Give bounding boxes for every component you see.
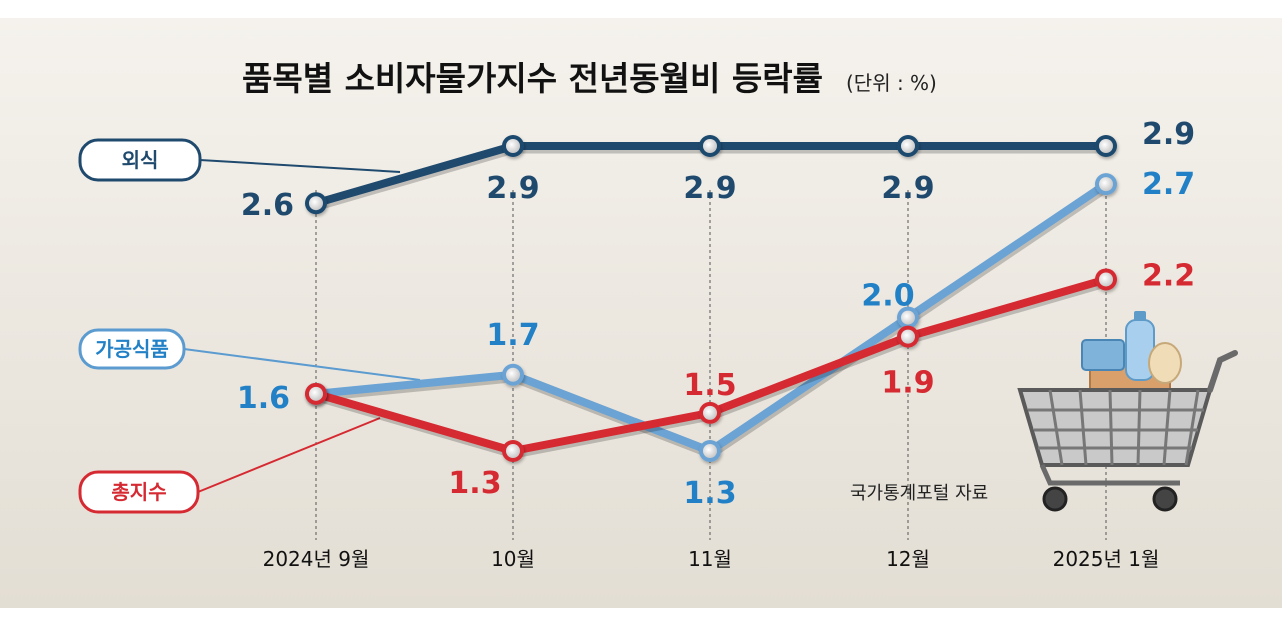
data-label-2-1: 1.3 xyxy=(448,466,501,501)
data-label-1-4: 2.7 xyxy=(1142,167,1195,202)
data-point-2-1 xyxy=(502,440,524,462)
data-label-0-4: 2.9 xyxy=(1142,117,1195,152)
legend-label-1: 가공식품 xyxy=(95,337,169,361)
source-note: 국가통계포털 자료 xyxy=(850,483,988,504)
data-label-1-3: 2.0 xyxy=(861,279,914,314)
data-label-group: 2.6 2.9 2.9 2.9 2.9 1.6 1.7 1.3 2.0 2.7 1.3 1.5 1.9 2… xyxy=(237,117,1195,511)
x-tick-label-2: 11월 xyxy=(688,547,732,571)
legend-box-1 xyxy=(78,328,186,370)
chart-background xyxy=(0,18,1282,608)
data-point-2-0 xyxy=(305,382,327,405)
x-axis-ticks: 2024년 9월 10월 11월 12월 2025년 1월 xyxy=(263,547,1160,571)
legend-box-0 xyxy=(78,138,202,182)
data-point-2-2 xyxy=(699,401,721,424)
data-label-1-1: 1.7 xyxy=(486,318,539,353)
data-label-2-3: 1.9 xyxy=(881,366,934,401)
data-label-2-2: 1.5 xyxy=(683,368,736,403)
data-point-0-1 xyxy=(502,135,524,157)
data-label-1-0: 1.6 xyxy=(237,381,290,416)
chart-unit: (단위 : %) xyxy=(846,71,937,95)
x-tick-label-1: 10월 xyxy=(491,547,535,571)
data-point-1-4 xyxy=(1095,173,1117,196)
data-point-0-3 xyxy=(897,135,919,157)
data-point-0-4 xyxy=(1095,135,1117,157)
data-point-1-3 xyxy=(897,306,919,329)
x-tick-label-0: 2024년 9월 xyxy=(263,547,370,571)
legend-box-2 xyxy=(78,470,200,514)
legend-leader-1 xyxy=(183,348,421,381)
data-label-0-2: 2.9 xyxy=(683,171,736,206)
legend-leader-2 xyxy=(197,417,381,493)
data-label-1-2: 1.3 xyxy=(683,476,736,511)
shopping-cart-icon xyxy=(1017,311,1238,512)
data-point-2-4 xyxy=(1095,268,1117,291)
legend-leader-0 xyxy=(199,159,401,173)
legend-label-0: 외식 xyxy=(122,148,159,172)
data-label-0-0: 2.6 xyxy=(241,188,294,223)
data-label-0-1: 2.9 xyxy=(486,171,539,206)
chart-title: 품목별 소비자물가지수 전년동월비 등락률 xyxy=(242,59,823,98)
data-label-2-4: 2.2 xyxy=(1142,258,1195,293)
data-point-1-2 xyxy=(699,440,721,462)
data-point-0-2 xyxy=(699,135,721,157)
x-tick-label-3: 12월 xyxy=(886,547,930,571)
data-label-0-3: 2.9 xyxy=(881,171,934,206)
data-point-2-3 xyxy=(897,325,919,348)
x-tick-label-4: 2025년 1월 xyxy=(1053,547,1160,571)
legend-label-2: 총지수 xyxy=(111,480,166,504)
point-group xyxy=(305,135,1117,462)
data-point-0-0 xyxy=(305,192,327,215)
data-point-1-1 xyxy=(502,363,524,386)
legend-leader-lines xyxy=(183,159,421,493)
